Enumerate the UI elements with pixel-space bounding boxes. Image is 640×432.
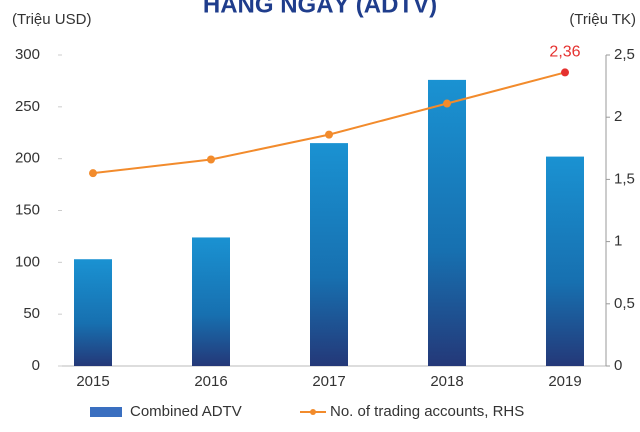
line-point (561, 68, 569, 77)
bar (74, 259, 112, 366)
x-tick-label: 2019 (548, 373, 581, 390)
legend-label: Combined ADTV (130, 403, 242, 420)
y-tick-label: 50 (23, 305, 40, 322)
line-point (207, 155, 215, 164)
line-point (89, 169, 97, 178)
data-label: 2,36 (549, 44, 580, 61)
x-tick-label: 2015 (76, 373, 109, 390)
chart-title: HÀNG NGÀY (ADTV) (203, 0, 437, 18)
y-axis-label: (Triệu USD) (12, 11, 91, 28)
y2-tick-label: 2 (614, 108, 622, 125)
y-tick-label: 200 (15, 150, 40, 167)
line-point (443, 99, 451, 108)
line-point (325, 130, 333, 139)
y-tick-label: 250 (15, 98, 40, 115)
y2-tick-label: 2,5 (614, 46, 635, 63)
bar (310, 143, 348, 366)
x-tick-label: 2017 (312, 373, 345, 390)
legend-label: No. of trading accounts, RHS (330, 403, 524, 420)
legend-swatch (310, 409, 316, 415)
y2-tick-label: 0,5 (614, 295, 635, 312)
bar (192, 237, 230, 366)
bar (428, 79, 466, 366)
legend-swatch (90, 407, 122, 417)
y2-tick-label: 0 (614, 357, 622, 374)
x-tick-label: 2016 (194, 373, 227, 390)
y2-axis-label: (Triệu TK) (569, 11, 636, 28)
y2-tick-label: 1,5 (614, 170, 635, 187)
y-tick-label: 150 (15, 201, 40, 218)
y-tick-label: 0 (32, 357, 40, 374)
x-tick-label: 2018 (430, 373, 463, 390)
y-tick-label: 100 (15, 253, 40, 270)
bar (546, 156, 584, 366)
y2-tick-label: 1 (614, 233, 622, 250)
y-tick-label: 300 (15, 46, 40, 63)
